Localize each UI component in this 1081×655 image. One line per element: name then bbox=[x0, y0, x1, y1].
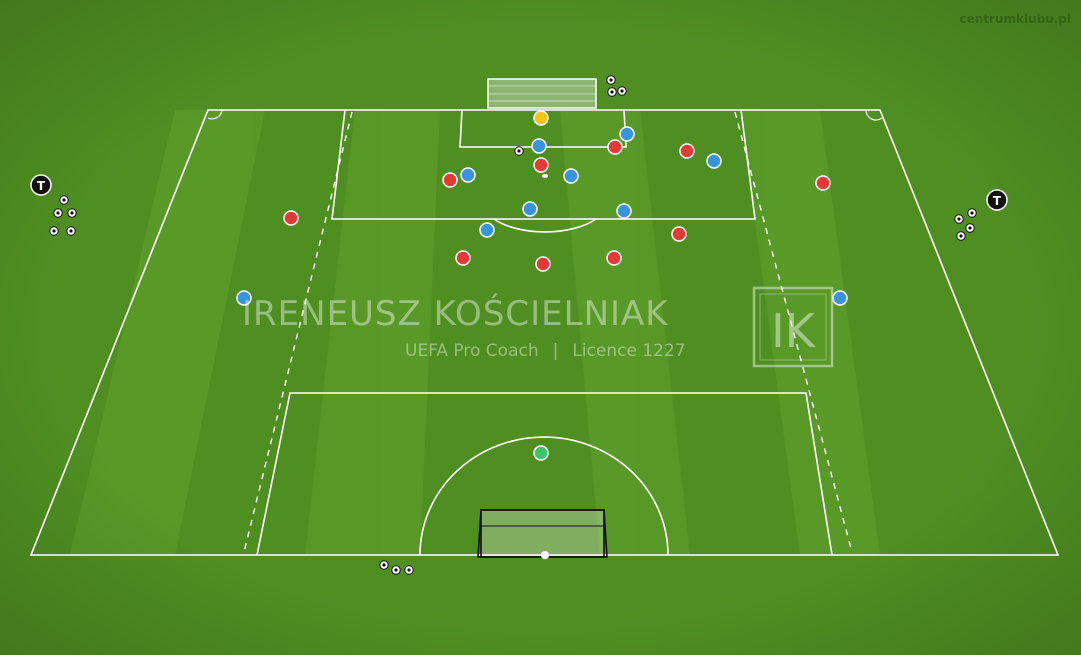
bottom-arc bbox=[419, 436, 669, 556]
player-red bbox=[671, 226, 687, 242]
goalkeeper-yellow bbox=[533, 110, 549, 126]
pitch-outline bbox=[29, 109, 1060, 556]
player-blue bbox=[616, 203, 632, 219]
bottom-goal bbox=[477, 509, 608, 558]
player-red bbox=[283, 210, 299, 226]
watermark-separator: | bbox=[552, 341, 559, 361]
svg-text:T: T bbox=[993, 194, 1002, 208]
watermark-logo-text: IK bbox=[771, 304, 817, 358]
player-blue bbox=[522, 201, 538, 217]
player-red bbox=[815, 175, 831, 191]
top-penalty-arc bbox=[493, 218, 597, 233]
trainer-icon-right: T bbox=[986, 189, 1008, 211]
player-blue bbox=[619, 126, 635, 142]
player-blue bbox=[236, 290, 252, 306]
ball-icon bbox=[514, 146, 524, 156]
player-red bbox=[679, 143, 695, 159]
player-blue bbox=[531, 138, 547, 154]
watermark-subtitle: UEFA Pro Coach | Licence 1227 bbox=[405, 341, 686, 361]
player-red bbox=[442, 172, 458, 188]
corner-arc-top-left bbox=[207, 109, 223, 120]
trainer-icon-left: T bbox=[30, 174, 52, 196]
bottom-penalty-area bbox=[256, 392, 833, 556]
channel-line-left bbox=[243, 111, 353, 553]
player-red bbox=[535, 256, 551, 272]
goalkeeper-green bbox=[533, 445, 549, 461]
player-red bbox=[606, 250, 622, 266]
watermark-licence: Licence 1227 bbox=[572, 341, 686, 361]
player-red bbox=[607, 139, 623, 155]
player-red bbox=[455, 250, 471, 266]
site-label[interactable]: centrumklubu.pl bbox=[959, 12, 1071, 26]
player-blue bbox=[460, 167, 476, 183]
svg-text:T: T bbox=[37, 179, 46, 193]
top-goal bbox=[487, 78, 597, 109]
watermark-name: IRENEUSZ KOŚCIELNIAK bbox=[242, 294, 669, 334]
player-blue bbox=[563, 168, 579, 184]
watermark-logo: IK bbox=[752, 286, 834, 368]
player-blue bbox=[832, 290, 848, 306]
team-blue bbox=[236, 126, 848, 306]
team-red bbox=[283, 139, 831, 272]
player-red bbox=[533, 157, 549, 173]
small-cone bbox=[542, 174, 548, 178]
center-spot-ball bbox=[540, 550, 550, 560]
corner-arc-top-right bbox=[865, 109, 883, 121]
channel-line-right bbox=[734, 111, 853, 553]
player-blue bbox=[479, 222, 495, 238]
player-blue bbox=[706, 153, 722, 169]
watermark-role: UEFA Pro Coach bbox=[405, 341, 539, 361]
top-penalty-area bbox=[331, 109, 756, 220]
